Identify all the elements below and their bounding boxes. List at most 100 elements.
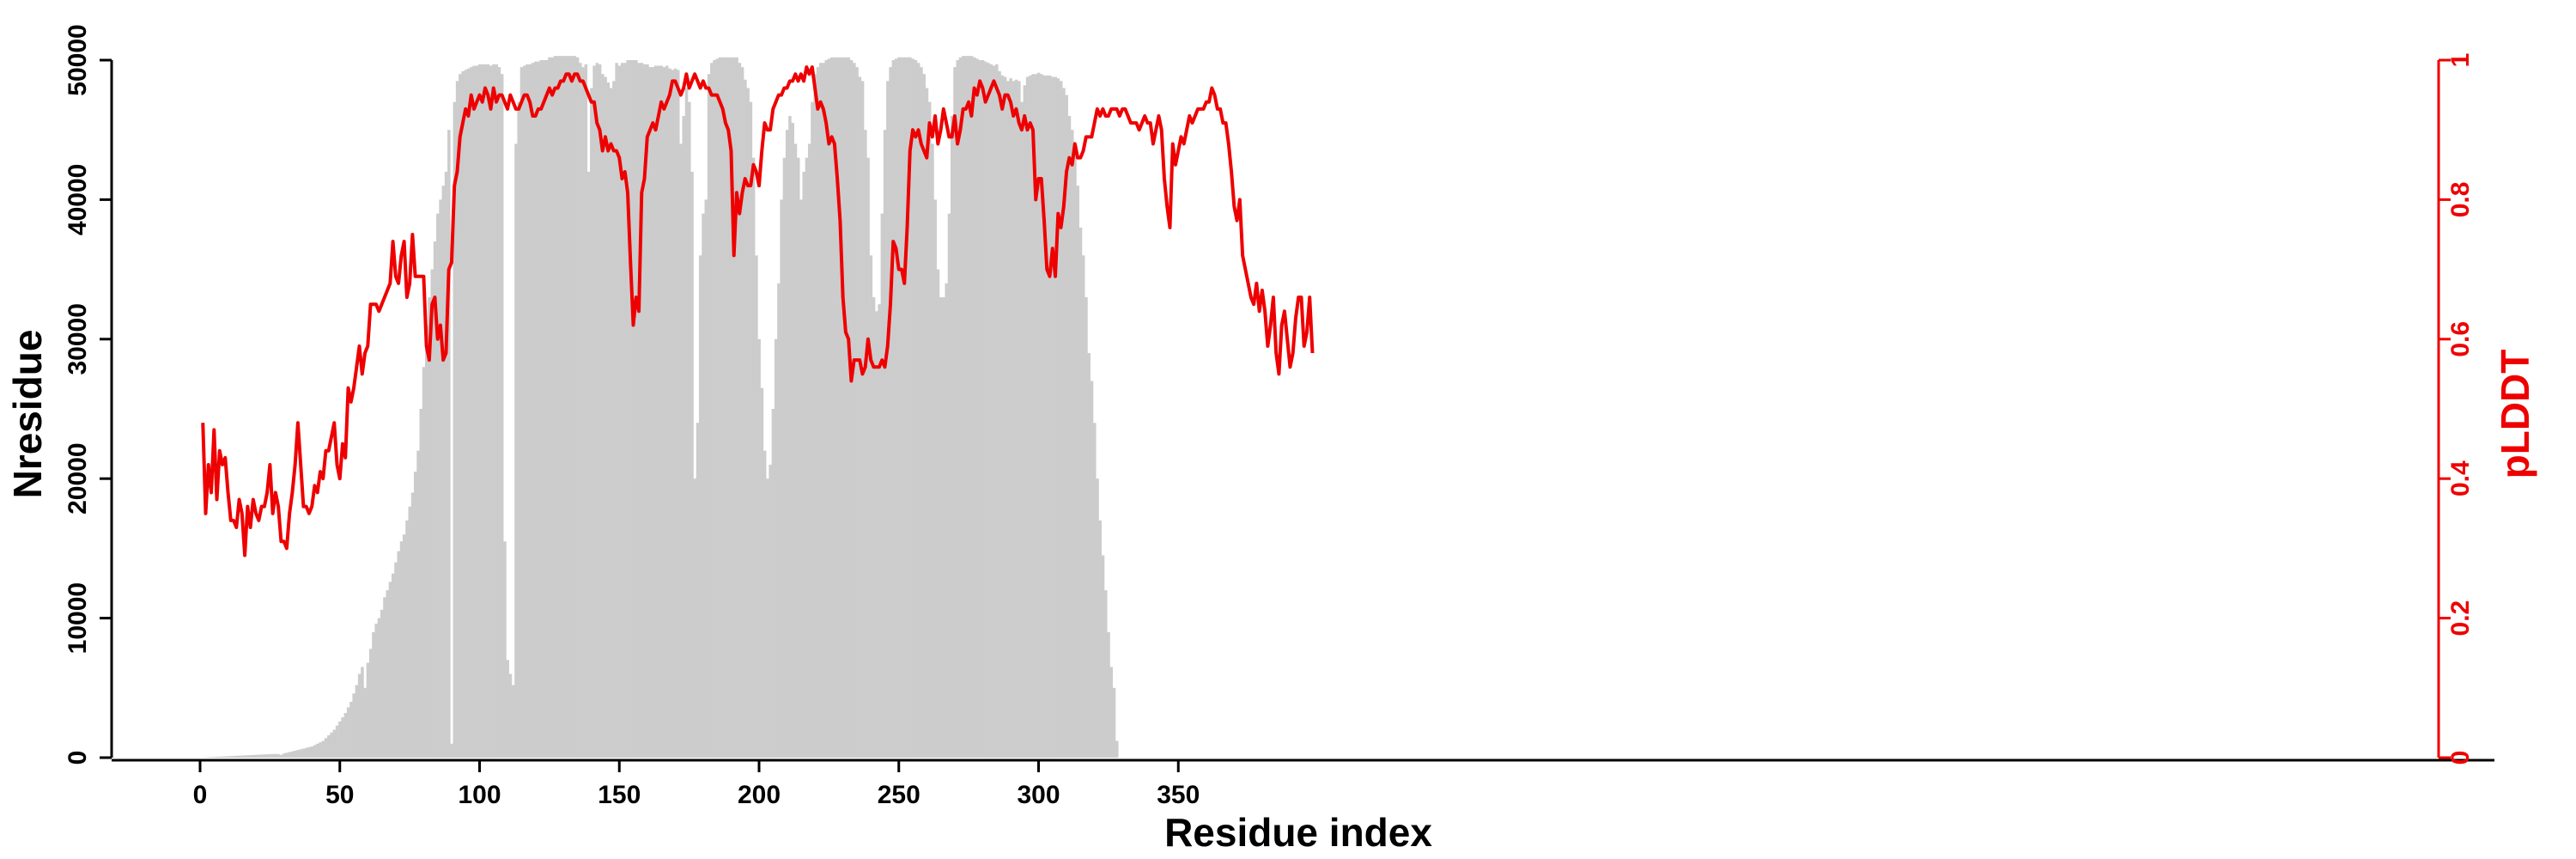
bar — [1084, 297, 1088, 758]
bar — [447, 130, 451, 758]
bar — [1034, 74, 1038, 758]
bar — [257, 754, 261, 758]
bar — [486, 64, 490, 758]
bar — [240, 755, 244, 758]
bar — [274, 753, 277, 758]
bar — [327, 735, 331, 758]
bar — [653, 65, 658, 758]
bar — [425, 325, 428, 758]
bar — [897, 57, 901, 758]
bar — [818, 63, 823, 758]
bar — [550, 57, 555, 758]
bar — [615, 63, 618, 758]
bar — [316, 743, 319, 758]
bar — [254, 754, 258, 758]
bar — [718, 57, 722, 758]
bar — [998, 70, 1001, 758]
bar — [805, 157, 809, 758]
bar — [931, 143, 934, 758]
bar — [947, 213, 951, 758]
bar — [642, 64, 647, 758]
bar — [1042, 75, 1046, 758]
bar — [995, 64, 999, 758]
bar — [782, 157, 787, 758]
bar — [853, 63, 856, 758]
bar — [1025, 76, 1030, 758]
bar — [696, 423, 700, 758]
bar — [1023, 85, 1027, 758]
bar — [441, 186, 446, 758]
bar — [992, 65, 996, 758]
bar — [875, 311, 878, 758]
x-tick-label: 300 — [1017, 781, 1060, 809]
bar — [844, 57, 848, 758]
bar — [500, 74, 504, 758]
bar — [688, 101, 691, 758]
bar — [590, 88, 593, 758]
bar — [517, 101, 520, 758]
bar — [726, 57, 731, 758]
bar — [796, 157, 800, 758]
bar — [978, 60, 982, 758]
bar — [1059, 81, 1063, 758]
bar — [352, 693, 355, 758]
bar — [464, 70, 468, 758]
bar — [617, 65, 622, 758]
bar — [811, 101, 814, 758]
bar — [246, 755, 250, 758]
bar — [276, 753, 281, 758]
bar — [495, 64, 498, 758]
y-axis-label: Nresidue — [5, 330, 50, 499]
bar — [880, 213, 884, 758]
bar — [690, 171, 694, 758]
bar — [368, 649, 373, 758]
bar — [925, 88, 929, 758]
bar — [539, 60, 544, 758]
bar — [579, 63, 582, 758]
bar — [1101, 555, 1105, 758]
bar — [1115, 740, 1119, 758]
bar — [1070, 130, 1074, 758]
x-tick-label: 150 — [598, 781, 641, 809]
bar — [735, 57, 738, 758]
bar — [439, 199, 442, 758]
bar — [802, 171, 805, 758]
bar — [604, 76, 607, 758]
bar — [950, 115, 954, 758]
line-layer — [201, 65, 1315, 557]
bar — [631, 60, 635, 758]
bar — [835, 57, 840, 758]
y-right-tick-label: 0.6 — [2446, 321, 2475, 357]
bar — [1062, 88, 1066, 758]
bar — [936, 269, 940, 758]
x-tick-label: 50 — [325, 781, 354, 809]
bar — [343, 713, 348, 758]
bar — [252, 754, 255, 758]
bar — [609, 88, 613, 758]
bar — [514, 143, 518, 758]
bar — [598, 64, 602, 758]
bar — [1000, 75, 1005, 758]
bar — [1103, 590, 1108, 758]
bar — [838, 57, 842, 758]
bar — [635, 60, 638, 758]
bar — [1065, 94, 1068, 758]
bar — [519, 67, 524, 758]
bar — [732, 57, 736, 758]
bar — [215, 757, 219, 758]
bar — [746, 88, 750, 758]
bar — [813, 74, 817, 758]
bar — [592, 65, 596, 758]
bar — [984, 61, 987, 758]
bar — [377, 618, 381, 758]
bar — [969, 56, 974, 758]
bar — [738, 63, 742, 758]
bar — [755, 255, 758, 758]
bar — [1036, 72, 1041, 758]
bar — [357, 673, 361, 758]
bar — [234, 755, 239, 758]
bar — [939, 297, 943, 758]
bar — [461, 70, 465, 758]
bar — [279, 754, 283, 758]
bar — [361, 667, 364, 758]
